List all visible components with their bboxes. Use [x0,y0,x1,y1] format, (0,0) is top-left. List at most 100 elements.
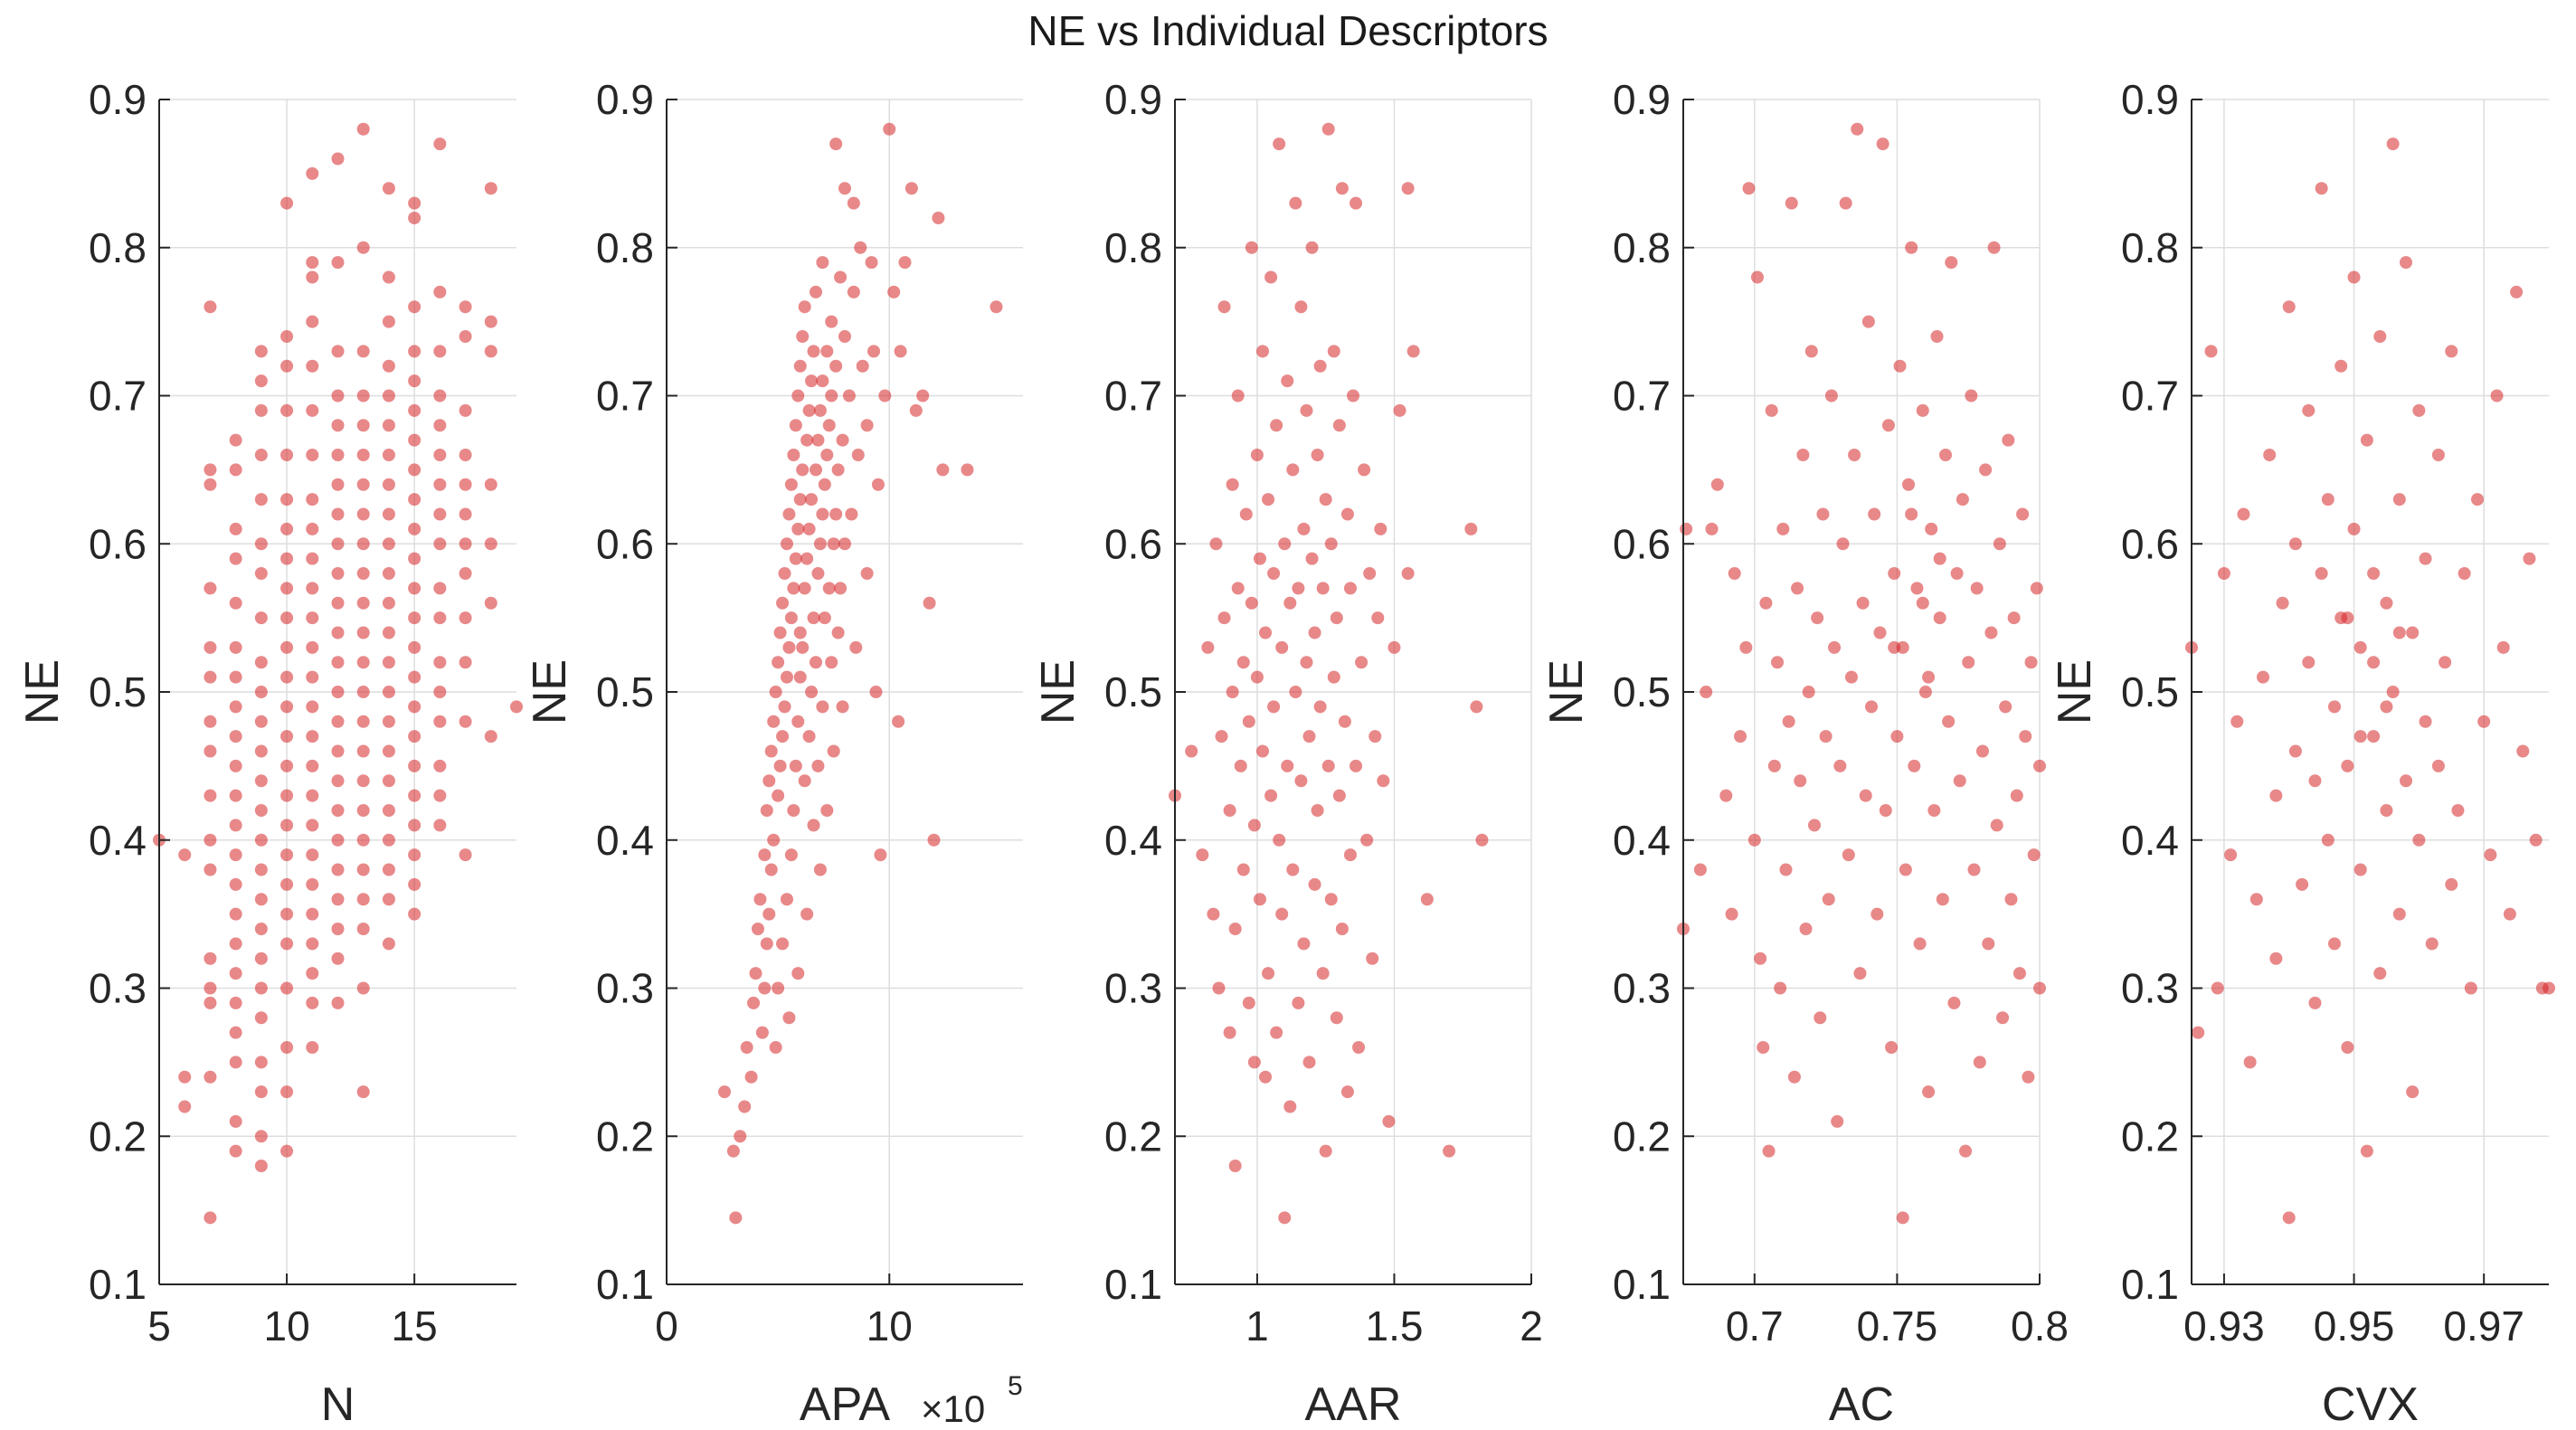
scatter-point [1289,196,1302,210]
scatter-point [2543,981,2555,995]
scatter-point [791,389,805,402]
scatter-point [2380,700,2393,714]
scatter-point [2211,981,2224,995]
scatter-point [1321,759,1335,772]
scatter-point [280,582,294,595]
scatter-point [2237,507,2250,521]
scatter-point [1725,907,1738,921]
scatter-point [1987,241,2001,254]
scatter-point [178,1100,192,1113]
scatter-point [1302,1056,1316,1069]
scatter-point [306,967,319,980]
scatter-points-ac [1677,122,2046,1225]
scatter-point [382,656,395,669]
scatter-point [1347,389,1359,402]
scatter-point [800,433,814,447]
scatter-point [382,359,395,373]
scatter-point [1267,700,1281,714]
scatter-point [1918,686,1932,698]
scatter-point [2321,833,2334,847]
scatter-point [306,582,319,595]
scatter-point [433,137,447,151]
scatter-point [798,300,811,314]
scatter-point [356,449,370,461]
x-tick-label: 0.95 [2314,1302,2395,1350]
scatter-point [204,463,217,477]
scatter-point [1273,833,1286,847]
scatter-point [807,611,820,625]
scatter-point [1848,449,1861,461]
scatter-point [2386,686,2400,698]
scatter-point [2464,981,2477,995]
scatter-point [484,315,497,328]
scatter-point [2380,596,2393,610]
scatter-point [356,419,370,432]
scatter-point [254,1011,268,1025]
scatter-point [1908,759,1921,772]
scatter-point [787,582,800,595]
x-tick-label: 1 [1245,1302,1269,1350]
scatter-point [1839,196,1852,210]
scatter-point [1226,686,1239,698]
scatter-point [459,611,472,625]
scatter-point [2523,552,2536,565]
scatter-point [2347,270,2361,284]
scatter-point [433,537,447,551]
scatter-point [382,315,395,328]
scatter-point [433,611,447,625]
x-axis-label: AC [1829,1378,1894,1430]
scatter-point [280,937,294,951]
scatter-point [1231,389,1245,402]
scatter-point [755,1026,769,1039]
scatter-point [1234,759,1247,772]
y-axis-label: NE [1032,659,1084,724]
scatter-point [1979,463,1993,477]
scatter-point [254,774,268,788]
scatter-point [2392,493,2406,507]
scatter-point [1876,137,1889,151]
scatter-point [860,567,874,580]
y-axis-label: NE [2049,659,2101,724]
scatter-point [1856,596,1870,610]
scatter-point [800,552,814,565]
scatter-point [1750,270,1764,284]
scatter-points-aar [1169,122,1489,1225]
scatter-point [306,493,319,507]
scatter-point [280,330,294,343]
scatter-point [1879,804,1892,817]
scatter-point [408,700,421,714]
subplot-panels: 0.10.20.30.40.50.60.70.80.95 10 15NNE0.10.… [16,76,2555,1430]
scatter-point [784,848,798,862]
scatter-point [459,567,472,580]
scatter-point [306,789,319,802]
scatter-point [280,552,294,565]
scatter-point [331,804,345,817]
scatter-point [2367,567,2381,580]
scatter-point [772,789,785,802]
scatter-point [254,923,268,935]
scatter-point [856,359,869,373]
scatter-point [306,256,319,270]
scatter-point [1355,656,1368,669]
y-tick-label: 0.4 [89,817,147,864]
y-tick-label: 0.4 [596,817,654,864]
scatter-point [2302,403,2316,417]
scatter-point [229,463,242,477]
scatter-point [229,759,242,772]
scatter-point [1902,478,1916,491]
scatter-point [822,582,836,595]
scatter-point [1382,1114,1396,1128]
scatter-point [1938,449,1952,461]
scatter-point [1742,182,1756,195]
scatter-point [1343,848,1357,862]
scatter-point [382,449,395,461]
scatter-point [1765,403,1778,417]
scatter-point [2019,730,2032,743]
scatter-point [1319,1144,1332,1158]
scatter-point [791,522,805,535]
scatter-point [1464,522,1478,535]
scatter-point [254,656,268,669]
scatter-point [802,522,816,535]
scatter-point [2257,670,2269,684]
scatter-point [1836,537,1850,551]
